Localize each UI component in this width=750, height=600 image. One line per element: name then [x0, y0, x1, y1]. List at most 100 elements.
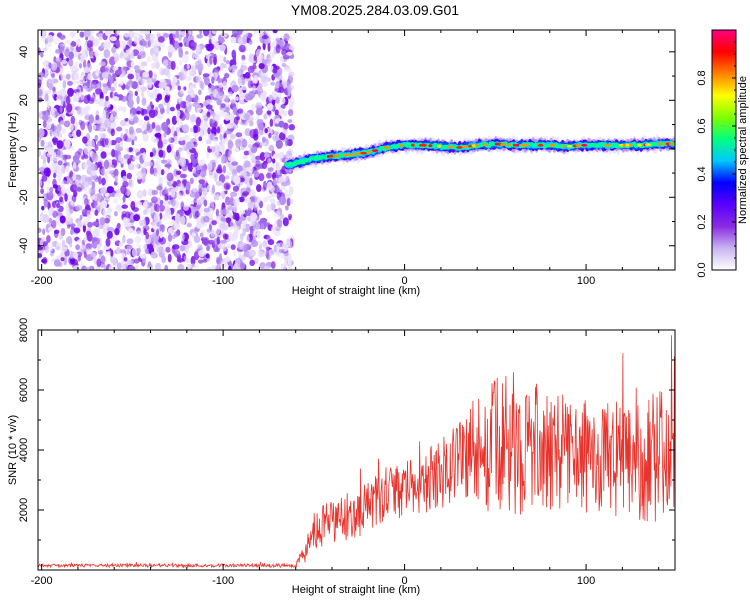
noise-blob — [49, 129, 53, 137]
noise-blob — [212, 161, 216, 168]
noise-blob — [195, 117, 202, 127]
noise-blob — [193, 83, 197, 88]
noise-blob — [281, 181, 288, 187]
noise-blob — [120, 40, 126, 50]
noise-blob — [48, 82, 54, 91]
noise-blob — [211, 201, 215, 208]
noise-blob — [73, 184, 78, 191]
noise-blob — [66, 213, 72, 222]
noise-blob — [49, 186, 54, 193]
noise-blob — [288, 186, 294, 196]
noise-blob — [48, 62, 52, 69]
noise-blob — [128, 126, 134, 135]
y-tick-label: -40 — [18, 238, 30, 254]
noise-blob — [260, 223, 264, 230]
noise-blob — [163, 186, 168, 195]
noise-blob — [103, 48, 111, 59]
noise-blob — [66, 224, 71, 229]
noise-blob — [156, 185, 163, 191]
noise-blob — [55, 57, 62, 63]
noise-blob — [205, 104, 213, 110]
noise-blob — [185, 100, 190, 108]
noise-blob — [171, 199, 176, 207]
noise-blob — [277, 86, 285, 94]
noise-blob — [85, 105, 91, 111]
noise-blob — [270, 250, 275, 255]
ridge-peak — [500, 143, 506, 146]
ridge-peak — [668, 142, 675, 146]
noise-blob — [190, 114, 197, 122]
noise-blob — [88, 123, 93, 133]
noise-blob — [218, 82, 224, 88]
noise-blob — [244, 113, 250, 121]
noise-blob — [79, 31, 85, 38]
y-tick-label: 2000 — [18, 498, 30, 522]
noise-blob — [155, 125, 161, 131]
noise-blob — [205, 253, 210, 259]
x-tick-label: 0 — [402, 275, 408, 287]
noise-blob — [224, 72, 230, 79]
noise-blob — [157, 36, 165, 43]
ridge-peak — [332, 154, 337, 158]
noise-blob — [60, 246, 68, 252]
noise-blob — [115, 69, 123, 75]
noise-blob — [274, 109, 279, 116]
ridge-peak — [447, 145, 455, 149]
snr-y-ticks: 2000 4000 6000 8000 — [18, 318, 675, 571]
noise-blob — [42, 61, 48, 66]
y-tick-label: 8000 — [18, 318, 30, 342]
noise-blob — [125, 121, 130, 127]
noise-blob — [146, 82, 153, 89]
heatmap-y-ticks: -40 -20 0 20 40 — [18, 46, 675, 271]
noise-blob — [228, 265, 232, 270]
noise-blob — [221, 208, 229, 215]
noise-blob — [255, 102, 263, 110]
noise-blob — [238, 218, 243, 223]
noise-blob — [159, 199, 164, 206]
noise-blob — [86, 40, 93, 49]
noise-blob — [223, 182, 231, 191]
noise-blob — [44, 244, 50, 254]
noise-blob — [196, 197, 203, 205]
noise-blob — [74, 179, 80, 186]
noise-blob — [111, 46, 117, 54]
snr-panel: -200 -100 0 100 2000 4000 6000 8000 Height of … — [7, 318, 676, 596]
noise-blob — [87, 221, 93, 228]
noise-blob — [229, 220, 234, 228]
noise-blob — [242, 34, 248, 45]
noise-blob — [85, 248, 93, 255]
noise-blob — [53, 259, 61, 267]
noise-blob — [272, 158, 276, 164]
colorbar-tick-label: 0.6 — [696, 118, 708, 133]
ridge-peak — [482, 143, 489, 147]
heatmap-ridge — [284, 134, 675, 174]
noise-blob — [193, 169, 201, 174]
noise-blob — [250, 240, 259, 248]
noise-blob — [82, 136, 88, 144]
noise-blob — [245, 234, 250, 244]
noise-blob — [142, 151, 147, 161]
noise-blob — [194, 210, 200, 218]
noise-blob — [80, 54, 87, 60]
noise-blob — [203, 187, 207, 196]
noise-blob — [207, 111, 211, 118]
noise-blob — [99, 116, 104, 126]
noise-blob — [178, 96, 183, 103]
noise-blob — [90, 139, 95, 149]
x-tick-label: 100 — [577, 575, 595, 587]
noise-blob — [159, 212, 163, 220]
noise-blob — [123, 219, 128, 227]
noise-blob — [133, 214, 141, 222]
noise-blob — [109, 36, 117, 42]
noise-blob — [137, 192, 141, 197]
noise-blob — [255, 155, 262, 160]
noise-blob — [104, 118, 112, 129]
noise-blob — [135, 201, 143, 208]
noise-blob — [261, 136, 266, 143]
noise-blob — [50, 243, 54, 252]
noise-blob — [155, 47, 160, 54]
noise-blob — [44, 40, 50, 50]
noise-blob — [213, 53, 217, 62]
noise-blob — [263, 265, 270, 270]
noise-blob — [179, 157, 186, 167]
